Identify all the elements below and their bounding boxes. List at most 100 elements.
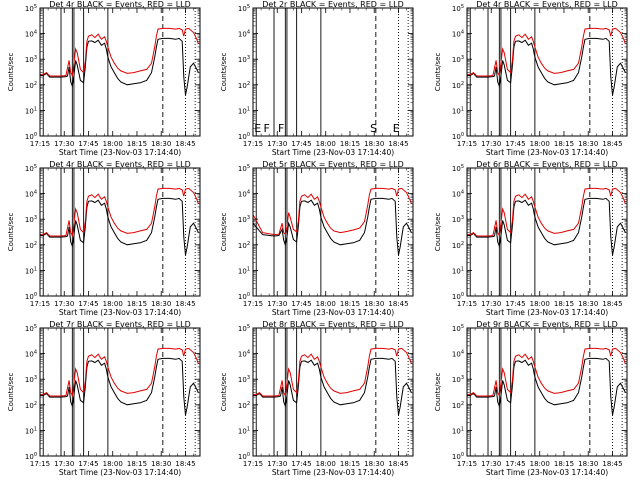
x-tick-label: 18:45 xyxy=(602,300,622,308)
y-tick-label: 100 xyxy=(238,452,250,461)
y-tick-base: 10 xyxy=(25,453,34,461)
y-tick-label: 103 xyxy=(238,215,250,224)
y-tick-label: 102 xyxy=(452,401,464,410)
panel-4: Det 4r BLACK = Events, RED = LLD10010110… xyxy=(7,160,201,317)
panel-title: Det 8r BLACK = Events, RED = LLD xyxy=(262,320,404,329)
x-axis-label: Start Time (23-Nov-03 17:14:40) xyxy=(486,308,608,317)
x-tick-label: 18:00 xyxy=(530,140,550,148)
y-tick-label: 101 xyxy=(452,426,464,435)
series-group xyxy=(40,27,199,96)
y-tick-label: 104 xyxy=(25,190,37,199)
series-group xyxy=(467,187,626,256)
y-tick-base: 10 xyxy=(25,267,34,275)
y-tick-exponent: 2 xyxy=(34,401,37,407)
x-tick-label: 17:45 xyxy=(291,460,311,468)
y-tick-base: 10 xyxy=(238,351,247,359)
x-tick-label: 17:15 xyxy=(243,300,263,308)
y-tick-base: 10 xyxy=(238,242,247,250)
y-tick-exponent: 2 xyxy=(34,241,37,247)
y-tick-label: 104 xyxy=(238,30,250,39)
y-tick-base: 10 xyxy=(238,31,247,39)
y-tick-base: 10 xyxy=(452,242,461,250)
y-tick-exponent: 5 xyxy=(461,4,464,10)
x-axis-label: Start Time (23-Nov-03 17:14:40) xyxy=(272,468,394,477)
x-axis-label: Start Time (23-Nov-03 17:14:40) xyxy=(59,468,181,477)
x-tick-label: 18:45 xyxy=(175,140,195,148)
series-group xyxy=(40,187,199,256)
flag-label: E xyxy=(254,122,261,135)
y-tick-label: 103 xyxy=(25,375,37,384)
panel-title: Det 7r BLACK = Events, RED = LLD xyxy=(49,320,191,329)
y-tick-label: 103 xyxy=(25,215,37,224)
y-tick-label: 105 xyxy=(238,4,250,13)
series-line-events xyxy=(467,357,626,416)
y-tick-label: 102 xyxy=(238,81,250,90)
x-tick-label: 18:45 xyxy=(388,300,408,308)
y-tick-base: 10 xyxy=(238,107,247,115)
y-tick-exponent: 5 xyxy=(461,324,464,330)
y-tick-label: 100 xyxy=(452,452,464,461)
y-tick-exponent: 3 xyxy=(34,55,37,61)
y-tick-exponent: 5 xyxy=(34,164,37,170)
y-tick-label: 105 xyxy=(238,164,250,173)
y-tick-label: 104 xyxy=(25,350,37,359)
flag-label: F xyxy=(264,122,270,135)
y-tick-exponent: 2 xyxy=(461,81,464,87)
y-tick-base: 10 xyxy=(25,107,34,115)
series-group xyxy=(467,347,626,416)
y-tick-base: 10 xyxy=(25,56,34,64)
x-tick-label: 17:30 xyxy=(54,140,74,148)
panel-7: Det 7r BLACK = Events, RED = LLD10010110… xyxy=(7,320,201,477)
y-tick-base: 10 xyxy=(452,427,461,435)
series-line-events xyxy=(40,37,199,96)
x-tick-label: 17:30 xyxy=(54,460,74,468)
x-tick-label: 18:00 xyxy=(316,460,336,468)
y-tick-base: 10 xyxy=(25,191,34,199)
series-line-events xyxy=(40,197,199,256)
x-tick-label: 18:45 xyxy=(175,300,195,308)
panel-title: Det 4r BLACK = Events, RED = LLD xyxy=(49,160,191,169)
series-line-lld xyxy=(467,347,626,398)
y-tick-label: 100 xyxy=(25,292,37,301)
y-tick-exponent: 2 xyxy=(461,401,464,407)
x-tick-label: 18:15 xyxy=(340,300,360,308)
y-tick-exponent: 1 xyxy=(247,106,250,112)
y-tick-base: 10 xyxy=(452,216,461,224)
y-tick-base: 10 xyxy=(238,376,247,384)
panel-title: Det 6r BLACK = Events, RED = LLD xyxy=(476,160,618,169)
plot-frame xyxy=(466,7,628,137)
y-tick-base: 10 xyxy=(452,293,461,301)
y-tick-label: 104 xyxy=(25,30,37,39)
series-line-events xyxy=(253,357,412,416)
x-tick-label: 18:15 xyxy=(554,300,574,308)
y-tick-exponent: 3 xyxy=(461,375,464,381)
x-tick-label: 17:45 xyxy=(505,140,525,148)
y-tick-exponent: 1 xyxy=(461,426,464,432)
y-tick-base: 10 xyxy=(25,293,34,301)
y-tick-base: 10 xyxy=(452,376,461,384)
x-tick-label: 17:30 xyxy=(481,460,501,468)
y-tick-exponent: 0 xyxy=(461,452,464,458)
y-tick-exponent: 5 xyxy=(247,164,250,170)
plot-frame xyxy=(39,167,201,297)
x-tick-label: 18:45 xyxy=(175,460,195,468)
x-tick-label: 18:15 xyxy=(127,460,147,468)
panel-title: Det 9r BLACK = Events, RED = LLD xyxy=(476,320,618,329)
y-tick-exponent: 1 xyxy=(247,426,250,432)
y-tick-base: 10 xyxy=(238,453,247,461)
y-tick-exponent: 1 xyxy=(247,266,250,272)
x-tick-label: 18:45 xyxy=(388,460,408,468)
y-tick-label: 105 xyxy=(452,4,464,13)
y-tick-base: 10 xyxy=(452,133,461,141)
y-tick-base: 10 xyxy=(452,5,461,13)
x-tick-label: 18:45 xyxy=(602,140,622,148)
y-tick-label: 101 xyxy=(25,426,37,435)
series-line-lld xyxy=(253,347,412,398)
x-tick-label: 17:15 xyxy=(30,140,50,148)
y-tick-exponent: 4 xyxy=(34,350,37,356)
x-axis-label: Start Time (23-Nov-03 17:14:40) xyxy=(59,308,181,317)
y-tick-base: 10 xyxy=(238,267,247,275)
y-tick-base: 10 xyxy=(25,165,34,173)
y-tick-exponent: 3 xyxy=(34,375,37,381)
